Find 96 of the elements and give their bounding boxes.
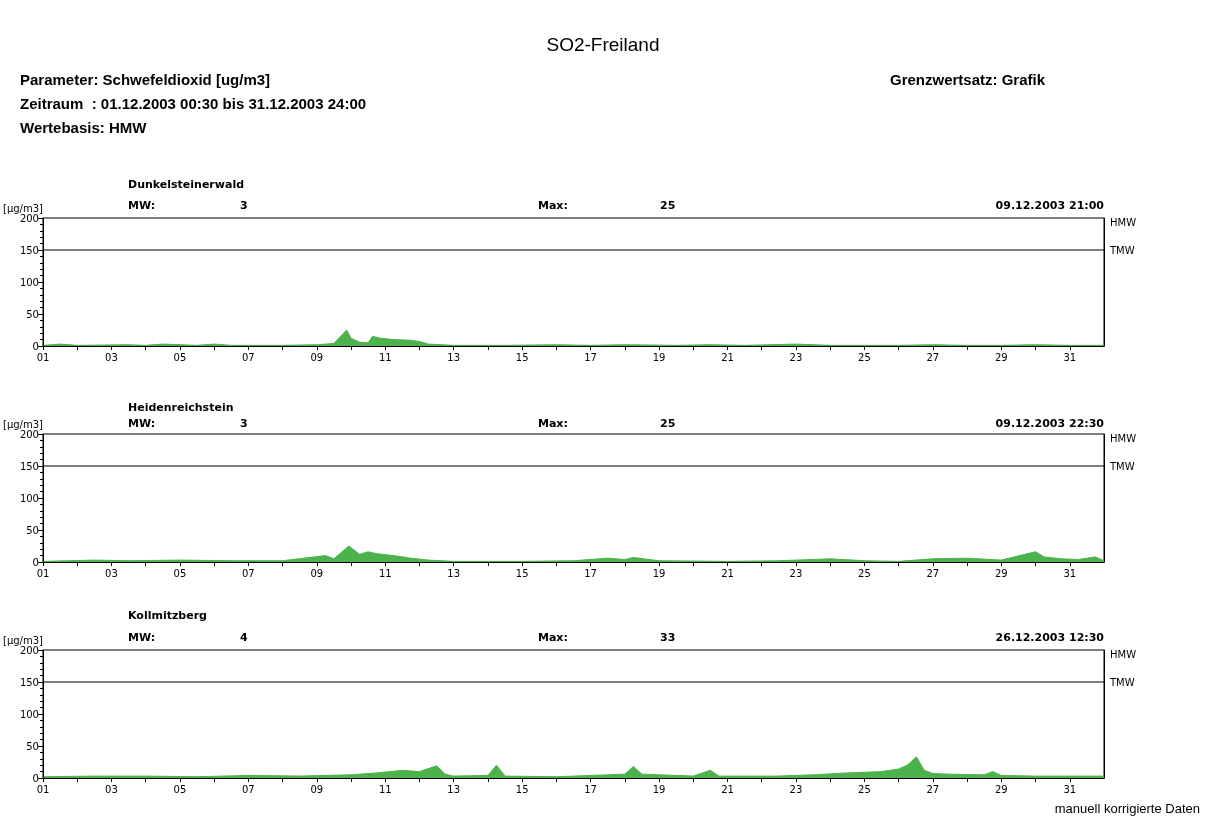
ref-line-label: TMW (1109, 460, 1135, 472)
x-tick-label: 11 (378, 567, 392, 579)
y-tick-label: 150 (19, 676, 39, 688)
x-tick-label: 25 (858, 567, 871, 579)
x-tick-label: 03 (105, 783, 118, 795)
y-tick-label: 100 (19, 708, 39, 720)
x-tick-label: 09 (310, 351, 324, 363)
y-tick-label: 50 (26, 524, 39, 536)
text: manuell korrigierte Daten (1054, 801, 1200, 816)
text: MW: (128, 631, 156, 644)
x-tick-label: 07 (241, 783, 255, 795)
x-tick-label: 17 (584, 567, 597, 579)
chart-subtitle: Dunkelsteinerwald (128, 178, 245, 191)
x-tick-label: 19 (652, 783, 666, 795)
y-tick-label: 50 (26, 308, 39, 320)
y-axis-title: [µg/m3] (2, 202, 44, 214)
x-tick-label: 13 (447, 567, 461, 579)
x-tick-label: 01 (36, 567, 50, 579)
x-tick-label: 27 (926, 351, 940, 363)
x-tick-label: 05 (173, 567, 187, 579)
x-tick-label: 17 (584, 783, 597, 795)
x-tick-label: 09 (310, 567, 324, 579)
text: 3 (240, 199, 248, 212)
y-tick-label: 50 (26, 740, 39, 752)
text: Parameter: Schwefeldioxid [ug/m3] (20, 71, 271, 88)
x-tick-label: 29 (994, 783, 1008, 795)
x-tick-label: 01 (36, 783, 50, 795)
y-tick-label: 150 (19, 460, 39, 472)
x-tick-label: 07 (241, 567, 255, 579)
x-tick-label: 13 (447, 783, 461, 795)
x-tick-label: 31 (1063, 567, 1077, 579)
text: Zeitraum : 01.12.2003 00:30 bis 31.12.2003 24:00 (20, 95, 367, 112)
ref-line-label: TMW (1109, 676, 1135, 688)
text: Max: (538, 631, 568, 644)
x-tick-label: 03 (105, 567, 118, 579)
x-tick-label: 29 (994, 351, 1008, 363)
x-tick-label: 25 (858, 783, 871, 795)
x-tick-label: 01 (36, 351, 50, 363)
x-tick-label: 23 (789, 351, 803, 363)
x-tick-label: 31 (1063, 351, 1077, 363)
text: 4 (240, 631, 248, 644)
text: MW: (128, 417, 156, 430)
y-axis-title: [µg/m3] (2, 418, 44, 430)
y-tick-label: 100 (19, 492, 39, 504)
x-tick-label: 11 (378, 783, 392, 795)
x-tick-label: 27 (926, 567, 940, 579)
text: Max: (538, 199, 568, 212)
chart-title: SO2-Freiland (546, 34, 660, 55)
y-tick-label: 100 (19, 276, 39, 288)
x-tick-label: 13 (447, 351, 461, 363)
y-axis-title: [µg/m3] (2, 634, 44, 646)
x-tick-label: 09 (310, 783, 324, 795)
ref-line-label: TMW (1109, 244, 1135, 256)
x-tick-label: 07 (241, 351, 255, 363)
x-tick-label: 15 (515, 567, 529, 579)
text: HMW (1110, 648, 1137, 660)
y-tick-label: 0 (32, 340, 39, 352)
text: HMW (1110, 432, 1137, 444)
text: MW: (128, 199, 156, 212)
x-tick-label: 23 (789, 783, 803, 795)
x-tick-label: 15 (515, 783, 529, 795)
x-tick-label: 19 (652, 351, 666, 363)
x-tick-label: 29 (994, 567, 1008, 579)
x-tick-label: 15 (515, 351, 529, 363)
text: 09.12.2003 22:30 (995, 417, 1105, 430)
text: HMW (1110, 216, 1137, 228)
x-tick-label: 27 (926, 783, 940, 795)
text: Max: (538, 417, 568, 430)
text: 26.12.2003 12:30 (995, 631, 1105, 644)
x-tick-label: 23 (789, 567, 803, 579)
y-tick-label: 200 (19, 644, 39, 656)
y-tick-label: 0 (32, 772, 39, 784)
text: 3 (240, 417, 248, 430)
x-tick-label: 31 (1063, 783, 1077, 795)
text: Wertebasis: HMW (20, 119, 148, 136)
y-tick-label: 0 (32, 556, 39, 568)
x-tick-label: 25 (858, 351, 871, 363)
x-tick-label: 21 (721, 567, 734, 579)
text: 25 (660, 199, 676, 212)
y-tick-label: 200 (19, 428, 39, 440)
y-tick-label: 150 (19, 244, 39, 256)
x-tick-label: 05 (173, 783, 187, 795)
x-tick-label: 21 (721, 783, 734, 795)
text: 25 (660, 417, 676, 430)
x-tick-label: 03 (105, 351, 118, 363)
x-tick-label: 11 (378, 351, 392, 363)
chart-subtitle: Heidenreichstein (128, 401, 234, 414)
text: 33 (660, 631, 676, 644)
x-tick-label: 21 (721, 351, 734, 363)
text: Grenzwertsatz: Grafik (890, 71, 1046, 88)
text: 09.12.2003 21:00 (995, 199, 1105, 212)
x-tick-label: 19 (652, 567, 666, 579)
y-tick-label: 200 (19, 212, 39, 224)
x-tick-label: 05 (173, 351, 187, 363)
x-tick-label: 17 (584, 351, 597, 363)
chart-subtitle: Kollmitzberg (128, 609, 207, 622)
